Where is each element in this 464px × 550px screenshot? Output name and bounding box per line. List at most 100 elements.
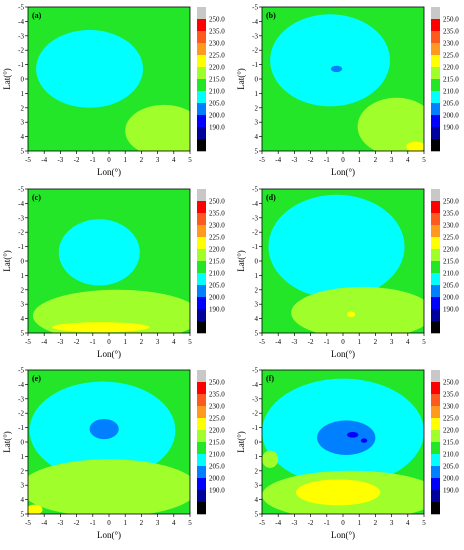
contour-region xyxy=(347,431,359,438)
colorbar-swatch xyxy=(431,454,440,467)
colorbar-swatch xyxy=(431,442,440,455)
y-tick-label: 5 xyxy=(255,148,259,156)
colorbar-tick-label: 250.0 xyxy=(443,379,459,387)
colorbar-tick-label: 200.0 xyxy=(209,294,225,302)
colorbar-tick-label: 250.0 xyxy=(209,16,225,24)
x-tick-label: 5 xyxy=(422,519,426,527)
colorbar-swatch xyxy=(431,502,440,515)
colorbar-tick-label: 190.0 xyxy=(443,124,459,132)
colorbar-swatch xyxy=(197,237,206,250)
colorbar-swatch xyxy=(197,31,206,44)
y-tick-label: 2 xyxy=(21,467,25,475)
colorbar-tick-label: 205.0 xyxy=(209,100,225,108)
colorbar-tick-label: 230.0 xyxy=(443,40,459,48)
panel-label: (f) xyxy=(266,374,274,383)
contour-field xyxy=(28,7,190,151)
colorbar-tick-label: 190.0 xyxy=(209,306,225,314)
colorbar-swatch xyxy=(197,201,206,214)
x-tick-label: -3 xyxy=(291,519,297,527)
contour-region xyxy=(125,104,190,151)
colorbar-tick-label: 215.0 xyxy=(443,76,459,84)
contour-region xyxy=(360,438,368,443)
colorbar-swatch xyxy=(431,189,440,202)
y-tick-label: 5 xyxy=(21,330,25,338)
y-tick-label: 0 xyxy=(255,76,259,84)
x-axis-label: Lon(°) xyxy=(331,167,355,177)
y-tick-label: 0 xyxy=(255,439,259,447)
y-tick-label: 4 xyxy=(255,133,259,141)
x-tick-label: -1 xyxy=(90,156,96,164)
contour-field xyxy=(262,370,424,514)
x-tick-label: -3 xyxy=(291,338,297,346)
colorbar-swatch xyxy=(197,309,206,322)
x-tick-label: 5 xyxy=(188,519,192,527)
colorbar-tick-label: 220.0 xyxy=(209,427,225,435)
y-tick-label: -5 xyxy=(18,367,24,375)
x-tick-label: 0 xyxy=(341,338,345,346)
colorbar-swatch xyxy=(197,478,206,491)
colorbar-swatch xyxy=(431,370,440,383)
colorbar-swatch xyxy=(197,249,206,262)
x-tick-label: 1 xyxy=(357,519,361,527)
y-tick-label: 2 xyxy=(21,104,25,112)
y-tick-label: 5 xyxy=(21,148,25,156)
x-tick-label: -4 xyxy=(275,519,281,527)
contour-region xyxy=(357,97,424,151)
panel-label: (a) xyxy=(32,11,42,20)
colorbar-tick-label: 250.0 xyxy=(443,16,459,24)
colorbar-swatch xyxy=(431,261,440,274)
colorbar-swatch xyxy=(431,273,440,286)
y-tick-label: 5 xyxy=(255,511,259,519)
x-tick-label: -3 xyxy=(57,156,63,164)
y-tick-label: -2 xyxy=(18,410,24,418)
colorbar-swatch xyxy=(197,466,206,479)
colorbar-tick-label: 220.0 xyxy=(443,64,459,72)
colorbar-swatch xyxy=(431,19,440,32)
colorbar-tick-label: 215.0 xyxy=(209,258,225,266)
x-tick-label: 3 xyxy=(390,519,394,527)
colorbar-swatch xyxy=(197,321,206,334)
x-tick-label: 1 xyxy=(123,338,127,346)
y-axis-label: Lat(°) xyxy=(236,68,246,90)
colorbar-tick-label: 225.0 xyxy=(443,52,459,60)
colorbar-tick-label: 225.0 xyxy=(209,52,225,60)
colorbar-tick-label: 200.0 xyxy=(209,475,225,483)
colorbar-swatch xyxy=(431,466,440,479)
colorbar-tick-label: 215.0 xyxy=(209,439,225,447)
colorbar-tick-label: 210.0 xyxy=(209,451,225,459)
panel-label: (c) xyxy=(32,193,41,202)
contour-field xyxy=(28,370,190,514)
x-tick-label: 5 xyxy=(188,156,192,164)
x-tick-label: 3 xyxy=(156,156,160,164)
colorbar-swatch xyxy=(431,249,440,262)
colorbar-swatch xyxy=(197,7,206,20)
colorbar-tick-label: 190.0 xyxy=(443,306,459,314)
y-tick-label: 3 xyxy=(21,119,25,127)
colorbar-tick-label: 230.0 xyxy=(209,40,225,48)
x-tick-label: -2 xyxy=(74,156,80,164)
colorbar-swatch xyxy=(431,55,440,68)
panel: -5 -4 -3 -2 -1 0 1 2 3 4 5-5-4-3-2-1012345(d)Lon(°… xyxy=(236,186,459,360)
colorbar-swatch xyxy=(431,490,440,503)
contour-field xyxy=(262,7,424,151)
colorbar-swatch xyxy=(431,79,440,92)
colorbar-tick-label: 200.0 xyxy=(443,475,459,483)
y-tick-label: 4 xyxy=(21,133,25,141)
y-tick-label: -4 xyxy=(252,381,258,389)
colorbar-swatch xyxy=(431,297,440,310)
colorbar-tick-label: 190.0 xyxy=(209,124,225,132)
x-tick-label: 2 xyxy=(140,156,144,164)
x-tick-label: -5 xyxy=(259,519,265,527)
y-tick-label: -5 xyxy=(252,367,258,375)
colorbar-tick-label: 225.0 xyxy=(443,234,459,242)
colorbar-tick-label: 205.0 xyxy=(443,100,459,108)
x-tick-label: -2 xyxy=(308,156,314,164)
y-tick-label: -5 xyxy=(252,4,258,12)
y-tick-label: -4 xyxy=(18,200,24,208)
colorbar-swatch xyxy=(431,382,440,395)
x-tick-label: 3 xyxy=(390,156,394,164)
contour-region xyxy=(32,289,190,333)
contour-field xyxy=(28,189,190,333)
colorbar-swatch xyxy=(197,43,206,56)
